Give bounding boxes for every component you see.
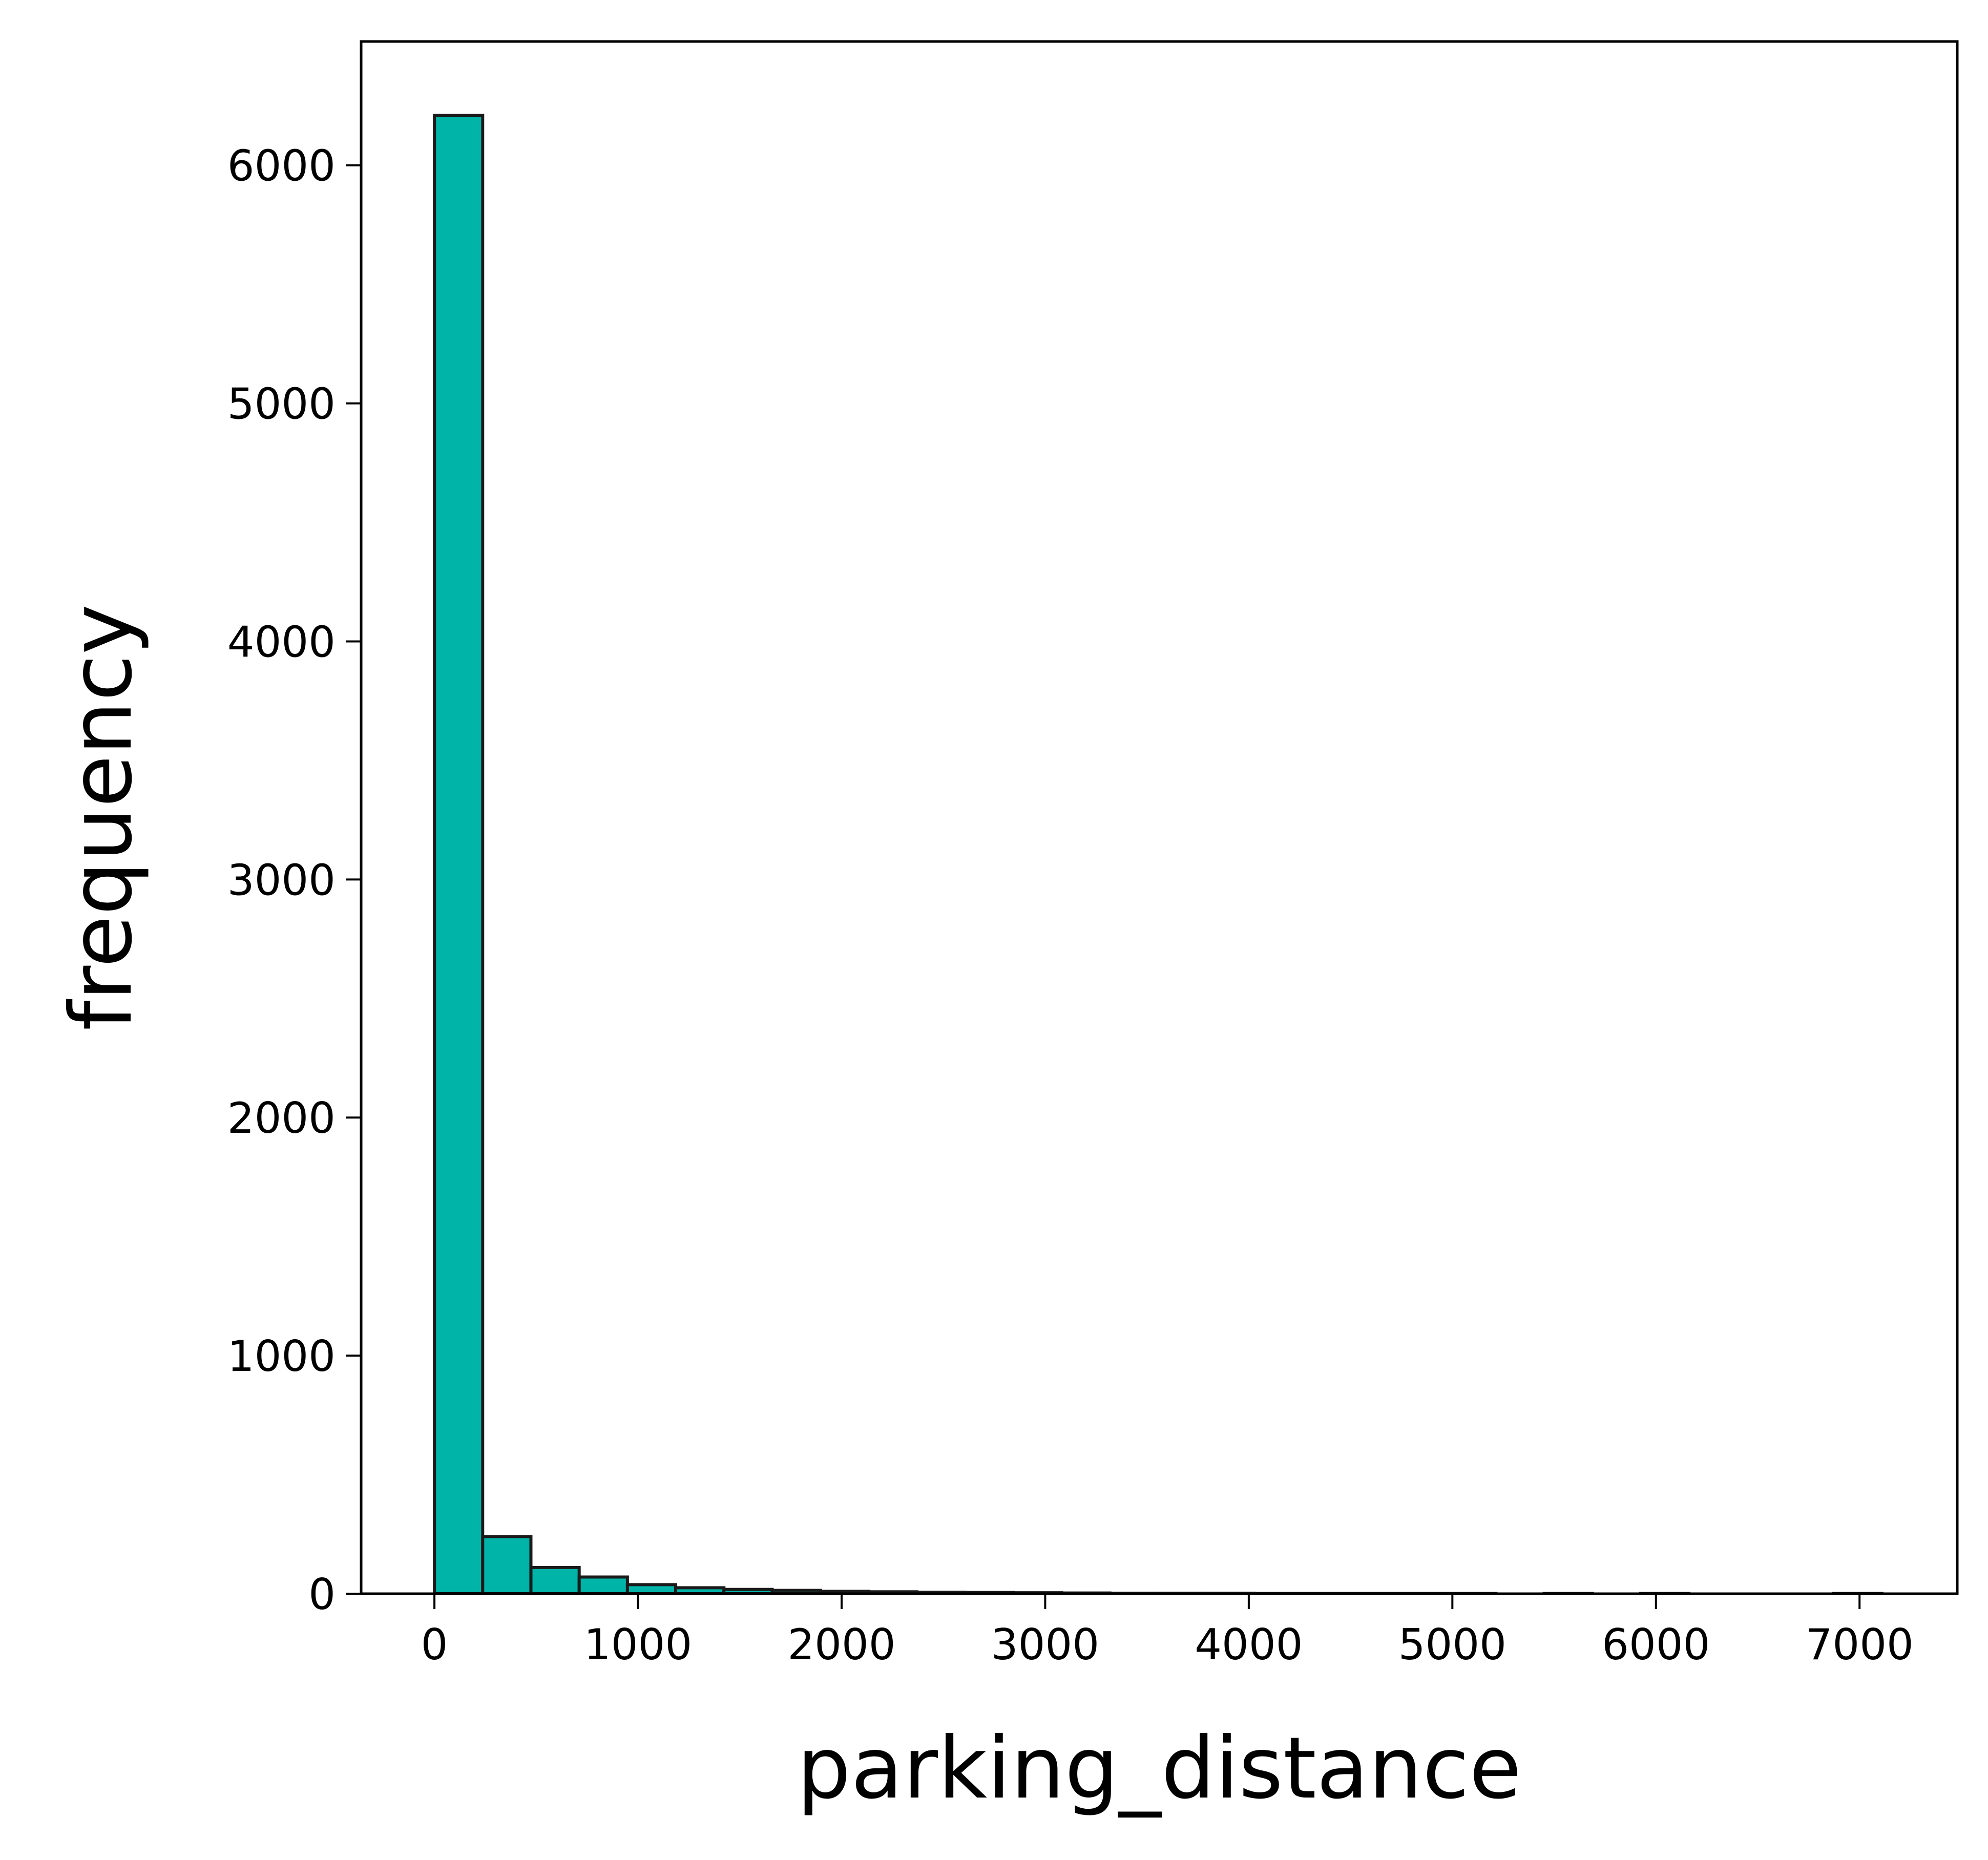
plot-frame (360, 40, 1959, 1595)
x-axis-ticks: 0 1000 2000 3000 4000 5000 6000 7000 (421, 1594, 1914, 1669)
y-tick-label: 5000 (227, 379, 336, 429)
histogram-bar (433, 114, 485, 1595)
histogram-bar (481, 1535, 533, 1595)
x-tick-label: 3000 (991, 1620, 1099, 1669)
y-tick-label: 4000 (227, 617, 336, 667)
x-tick-label: 0 (421, 1620, 448, 1669)
histogram-bars (433, 114, 1884, 1596)
x-tick-label: 6000 (1602, 1620, 1710, 1669)
x-tick-label: 2000 (787, 1620, 895, 1669)
y-tick-label: 6000 (227, 141, 336, 191)
y-axis-label: frequency (52, 604, 151, 1031)
y-axis-ticks: 0 1000 2000 3000 4000 5000 6000 (227, 141, 361, 1619)
y-tick-label: 0 (308, 1570, 336, 1619)
histogram-bar (577, 1575, 629, 1595)
x-tick-label: 5000 (1398, 1620, 1506, 1669)
x-tick-label: 1000 (584, 1620, 692, 1669)
histogram-bar (625, 1583, 678, 1596)
x-axis-label: parking_distance (797, 1719, 1522, 1818)
y-tick-label: 2000 (227, 1093, 336, 1143)
y-tick-label: 3000 (227, 855, 336, 905)
histogram-bar (529, 1566, 581, 1596)
x-tick-label: 7000 (1806, 1620, 1914, 1669)
x-tick-label: 4000 (1195, 1620, 1303, 1669)
y-tick-label: 1000 (227, 1331, 336, 1381)
